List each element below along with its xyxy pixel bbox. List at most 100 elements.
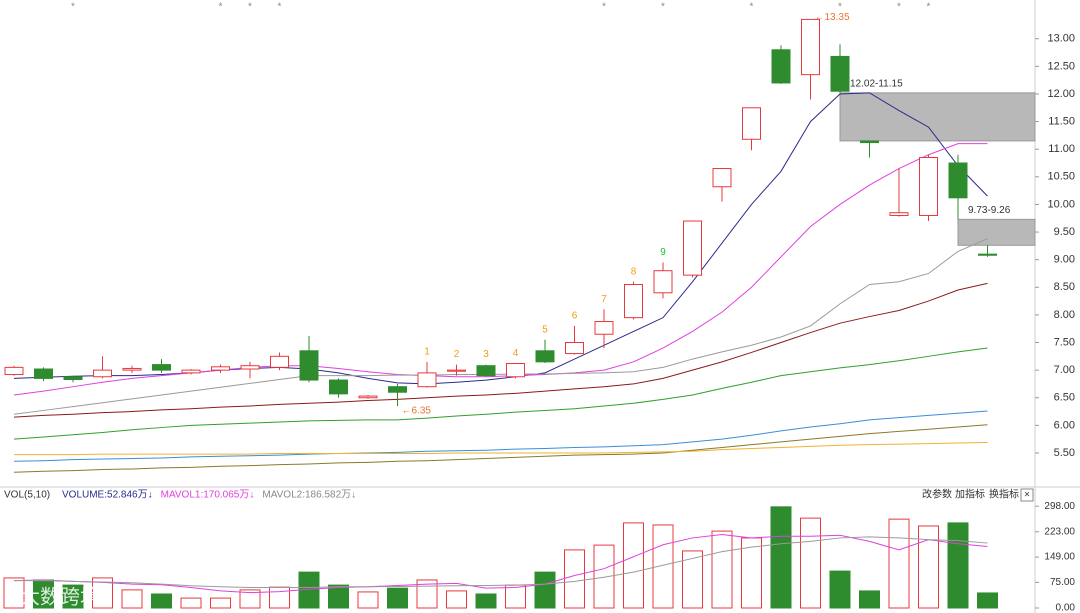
candle-body <box>889 212 909 216</box>
volume-bar <box>151 593 172 609</box>
volume-ma-line <box>13 534 988 594</box>
volume-bar <box>62 584 84 609</box>
volume-readout: VOLUME:52.846万↓ <box>62 490 153 501</box>
y-tick-label: 8.00 <box>1054 309 1075 321</box>
td-label: 7 <box>601 294 607 305</box>
candle-body <box>742 107 761 140</box>
candle-body <box>594 321 614 335</box>
candle-body <box>270 355 289 368</box>
candle-body <box>181 369 201 374</box>
volume-bar <box>652 524 674 609</box>
indicator-button[interactable]: 改参数 <box>922 488 952 501</box>
ma-line <box>13 424 988 473</box>
extreme-label: ←13.35 <box>815 12 850 23</box>
indicator-button[interactable]: 加指标 <box>955 488 985 501</box>
candle-body <box>712 168 732 188</box>
volume-bar <box>357 591 379 609</box>
td-label: 4 <box>513 348 519 359</box>
volume-bar <box>328 584 349 609</box>
volume-readout: MAVOL1:170.065万↓ <box>161 490 255 501</box>
gap-label: 12.02-11.15 <box>850 79 903 90</box>
candle-body <box>417 372 437 388</box>
y-tick-label: 13.00 <box>1047 33 1075 45</box>
y-tick-label: 298.00 <box>1044 501 1075 512</box>
y-tick-label: 7.00 <box>1054 364 1075 376</box>
candle-body <box>771 49 791 84</box>
volume-bar <box>269 586 290 609</box>
y-tick-label: 10.00 <box>1047 198 1075 210</box>
volume-bar <box>505 584 526 609</box>
y-tick-label: 5.50 <box>1054 447 1075 459</box>
y-tick-label: 6.50 <box>1054 392 1075 404</box>
close-button[interactable]: × <box>1024 490 1030 501</box>
volume-title: VOL(5,10) <box>4 490 50 501</box>
volume-bar <box>446 590 467 609</box>
y-tick-label: 149.00 <box>1044 552 1075 563</box>
candle-body <box>683 220 702 276</box>
td-label: 5 <box>542 324 548 335</box>
candle-body <box>535 350 555 363</box>
candle-body <box>211 366 230 371</box>
candle-body <box>152 364 171 371</box>
volume-readout: MAVOL2:186.582万↓ <box>262 490 356 501</box>
gap-box <box>839 92 1036 142</box>
volume-bar <box>593 544 615 609</box>
volume-bar <box>859 590 880 609</box>
gap-label: 9.73-9.26 <box>968 205 1011 216</box>
y-tick-label: 12.00 <box>1047 88 1075 100</box>
volume-bar <box>121 589 143 609</box>
ma-line <box>13 143 988 396</box>
td-label: 1 <box>424 346 430 357</box>
volume-bar <box>888 518 910 609</box>
volume-bar <box>623 522 644 609</box>
ma-line <box>13 410 988 462</box>
candle-body <box>860 140 879 144</box>
volume-bar <box>711 530 733 609</box>
volume-bar <box>564 549 585 609</box>
top-mark: * <box>750 2 754 13</box>
y-tick-label: 0.00 <box>1056 603 1076 613</box>
y-tick-label: 11.00 <box>1048 143 1075 155</box>
close-box <box>1020 488 1034 502</box>
volume-bar <box>387 587 408 609</box>
td-label: 8 <box>631 266 637 277</box>
top-mark: * <box>71 2 75 13</box>
top-mark: * <box>927 2 931 13</box>
candle-body <box>388 386 407 393</box>
candle-body <box>506 362 525 378</box>
candle-body <box>447 369 466 372</box>
candle-body <box>830 55 850 92</box>
indicator-button[interactable]: 换指标 <box>989 488 1019 501</box>
candle-body <box>978 253 997 256</box>
top-mark: * <box>602 2 606 13</box>
volume-bar <box>210 597 231 609</box>
volume-bar <box>416 579 438 609</box>
candle-body <box>299 350 319 381</box>
y-tick-label: 223.00 <box>1044 526 1075 537</box>
candle-body <box>801 18 820 76</box>
y-tick-label: 7.50 <box>1054 336 1075 348</box>
candle-body <box>358 395 378 399</box>
volume-bar <box>947 522 969 609</box>
volume-bar <box>239 589 261 609</box>
candle-body <box>63 376 83 381</box>
volume-bar <box>770 506 792 609</box>
volume-bar <box>800 517 821 609</box>
candle-body <box>34 368 53 379</box>
candle-body <box>4 366 24 376</box>
candle-body <box>329 379 348 395</box>
top-mark: * <box>838 2 842 13</box>
volume-bar <box>829 570 851 609</box>
ma-line <box>13 92 988 385</box>
td-label: 6 <box>572 311 578 322</box>
y-tick-label: 75.00 <box>1050 577 1075 588</box>
volume-bar <box>977 592 998 609</box>
td-label: 3 <box>483 349 489 360</box>
candle-body <box>476 365 496 377</box>
ma-line <box>14 441 988 456</box>
y-tick-label: 9.50 <box>1054 226 1075 238</box>
volume-bar <box>918 525 939 609</box>
ma-line <box>13 347 988 440</box>
